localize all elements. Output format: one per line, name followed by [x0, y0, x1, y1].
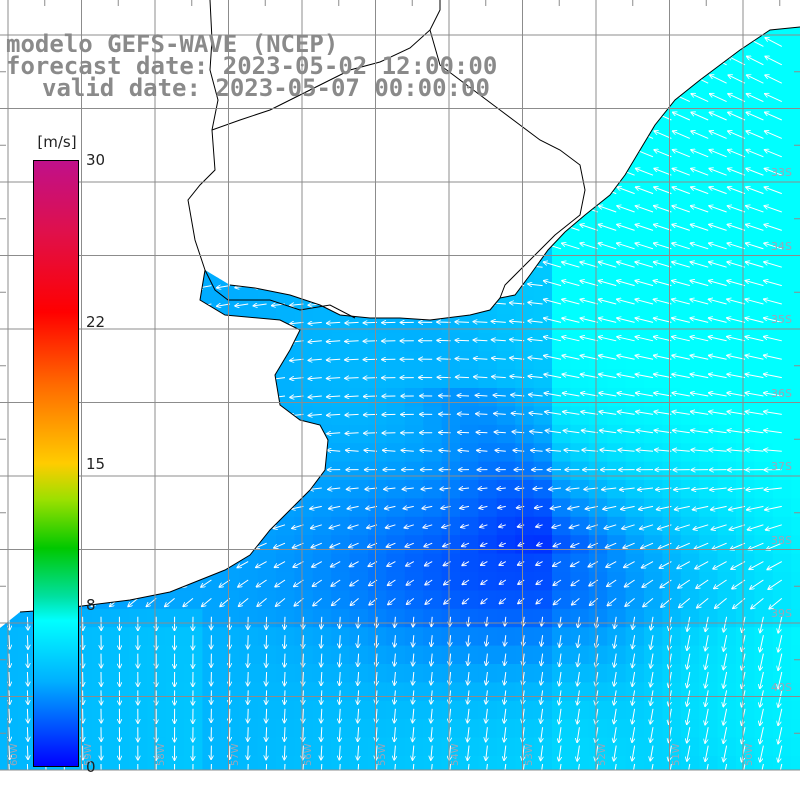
map-title-forecast-date: forecast date: 2023-05-02 12:00:00 [6, 52, 498, 80]
longitude-label: 50W [744, 743, 755, 766]
colorbar-unit: [m/s] [37, 133, 77, 151]
longitude-label: 55W [376, 743, 388, 766]
longitude-label: 51W [670, 743, 682, 766]
longitude-label: 58W [156, 743, 167, 766]
colorbar [33, 160, 79, 767]
longitude-label: 52W [597, 743, 608, 766]
latitude-label: 39S [771, 607, 792, 620]
latitude-label: 38S [771, 533, 792, 547]
latitude-label: 40S [771, 680, 792, 694]
longitude-label: 57W [229, 743, 241, 766]
coastline [19, 0, 800, 613]
graticule [0, 0, 800, 771]
longitude-label: 56W [303, 743, 314, 766]
map-title-valid-date: valid date: 2023-05-07 00:00:00 [42, 74, 490, 102]
map-title-model: modelo GEFS-WAVE (NCEP) [6, 30, 339, 58]
longitude-label: 53W [523, 743, 535, 766]
colorbar-tick-label: 8 [86, 596, 96, 615]
colorbar-tick-label: 22 [86, 312, 106, 331]
colorbar-tick-label: 0 [86, 758, 96, 776]
latitude-label: 35S [771, 313, 792, 326]
latitude-label: 34S [771, 239, 792, 253]
latitude-label: 37S [771, 460, 792, 473]
longitude-label: 60W [9, 743, 20, 766]
colorbar-tick-label: 30 [86, 151, 106, 169]
longitude-label: 54W [450, 743, 461, 766]
longitude-label: 59W [82, 743, 94, 766]
latitude-label: 36S [771, 386, 792, 400]
latitude-label: 33S [771, 166, 792, 179]
colorbar-tick-label: 15 [86, 454, 106, 473]
